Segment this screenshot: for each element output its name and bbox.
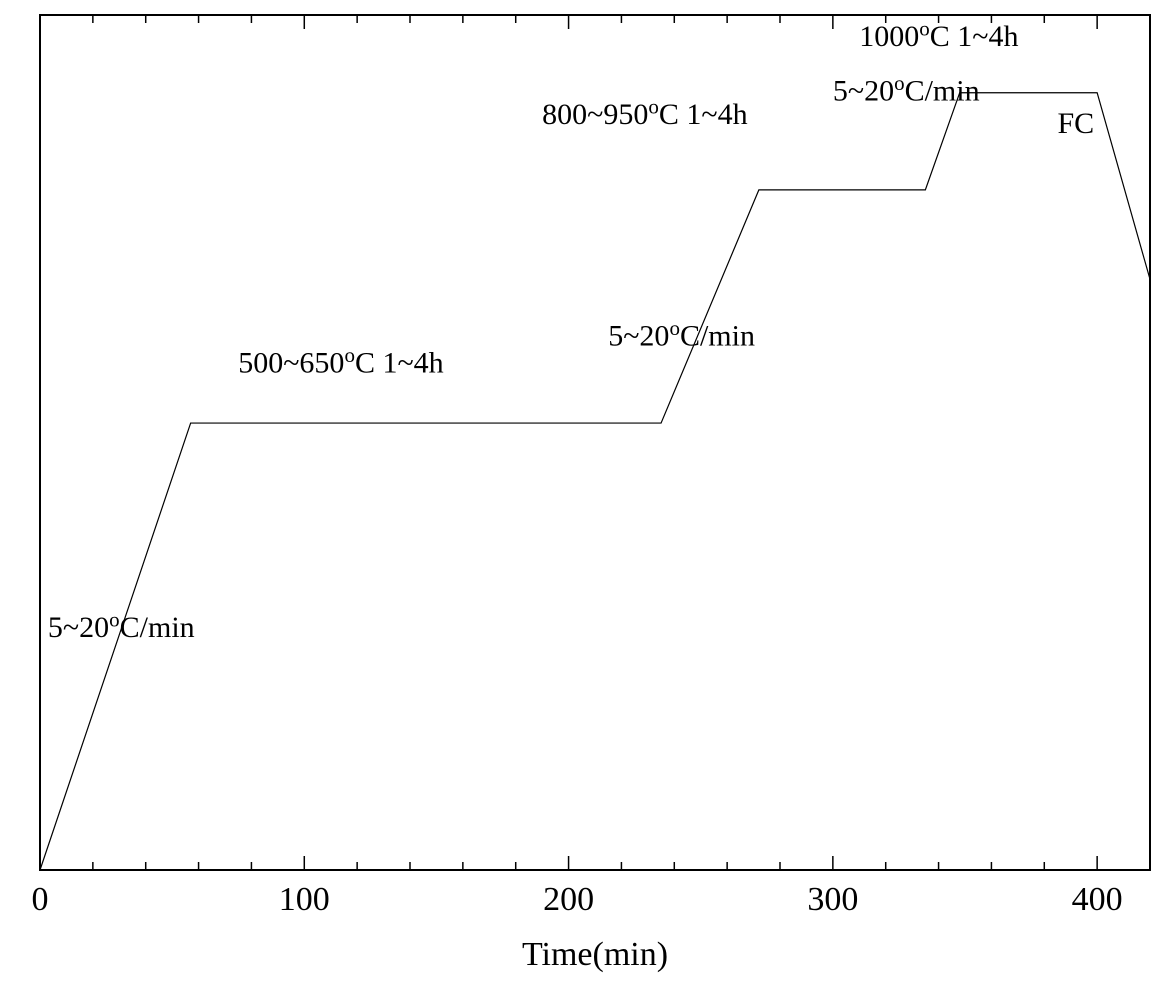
annotation-ramp3: 5~20oC/min — [833, 71, 980, 108]
x-tick-label: 300 — [807, 881, 858, 918]
annotation-text-ramp2: 5~20oC/min — [608, 316, 755, 353]
annotation-plateau1: 500~650oC 1~4h — [238, 343, 443, 380]
annotation-text-ramp3: 5~20oC/min — [833, 71, 980, 108]
annotation-text-plateau2: 800~950oC 1~4h — [542, 94, 747, 130]
x-tick-label: 100 — [279, 881, 330, 918]
annotation-plateau2: 800~950oC 1~4h — [542, 94, 747, 130]
temperature-profile-line — [40, 93, 1150, 870]
annotation-text-plateau3: 1000oC 1~4h — [859, 17, 1018, 54]
plot-frame — [40, 15, 1150, 870]
chart-svg: 0 100 200 300 400 Time(min) 5~20oC/min 500~650o… — [0, 0, 1163, 992]
annotation-fc: FC — [1058, 107, 1095, 140]
annotation-ramp1: 5~20oC/min — [48, 607, 195, 644]
x-axis-label: Time(min) — [522, 936, 668, 973]
x-tick-label: 0 — [32, 881, 49, 918]
x-tick-label: 400 — [1072, 881, 1123, 918]
annotation-text-ramp1: 5~20oC/min — [48, 607, 195, 644]
temperature-time-chart: 0 100 200 300 400 Time(min) 5~20oC/min 500~650o… — [0, 0, 1163, 992]
annotation-ramp2: 5~20oC/min — [608, 316, 755, 353]
annotation-plateau3: 1000oC 1~4h — [859, 17, 1018, 54]
annotation-text-fc: FC — [1058, 107, 1095, 140]
x-tick-label: 200 — [543, 881, 594, 918]
annotation-text-plateau1: 500~650oC 1~4h — [238, 343, 443, 380]
